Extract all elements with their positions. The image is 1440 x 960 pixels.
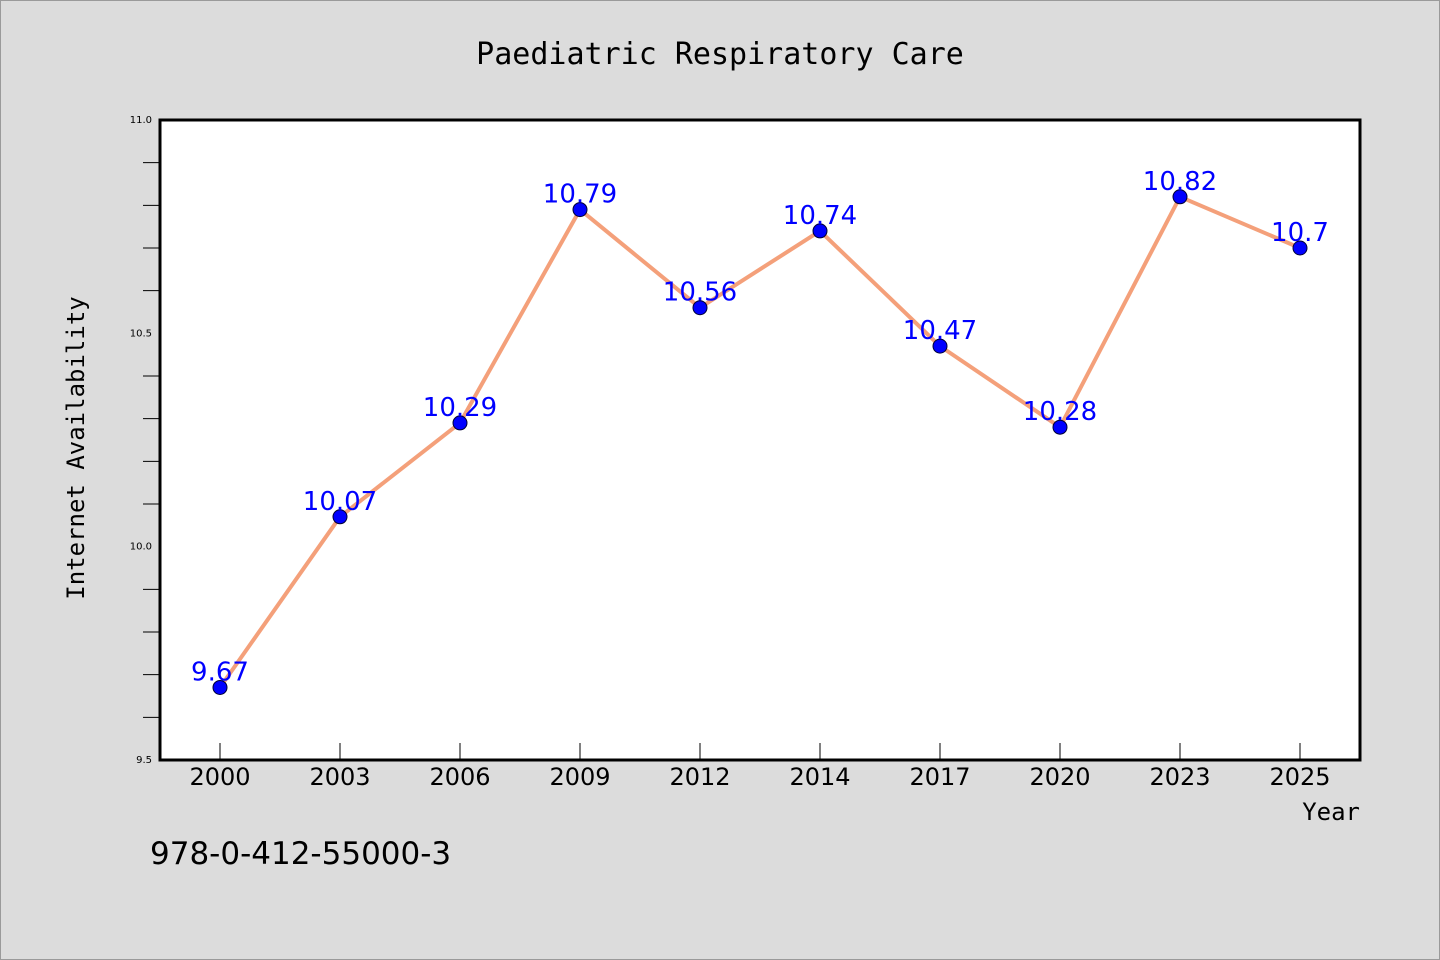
data-point — [572, 202, 588, 218]
x-axis-label: Year — [1302, 798, 1360, 826]
data-label: 10.28 — [1023, 397, 1097, 427]
y-axis-label: Internet Availability — [62, 296, 90, 599]
data-point — [932, 338, 948, 354]
y-tick-label: 11.0 — [130, 115, 152, 126]
x-tick-label: 2017 — [909, 763, 970, 791]
data-series: 9.67 10.07 10.29 10.79 10.56 10.74 10.47 10.28 1… — [191, 167, 1329, 695]
x-axis: 2000 2003 2006 2009 2012 2014 2017 2020 2023 2025 — [189, 743, 1331, 791]
isbn-code: 978-0-412-55000-3 — [150, 836, 451, 872]
data-point — [1052, 419, 1068, 435]
x-tick-label: 2020 — [1029, 763, 1090, 791]
data-label: 10.7 — [1271, 218, 1329, 248]
x-tick-label: 2009 — [549, 763, 610, 791]
x-tick-label: 2000 — [189, 763, 250, 791]
y-tick-label: 9.5 — [136, 755, 152, 766]
x-tick-label: 2023 — [1149, 763, 1210, 791]
x-tick-label: 2003 — [309, 763, 370, 791]
chart-title: Paediatric Respiratory Care — [476, 37, 964, 72]
data-point — [692, 300, 708, 316]
data-label: 10.56 — [663, 278, 737, 308]
data-point — [1172, 189, 1188, 205]
data-point — [1292, 240, 1308, 256]
data-point — [332, 509, 348, 525]
data-label: 10.82 — [1143, 167, 1217, 197]
series-line — [218, 194, 1302, 690]
data-label: 10.47 — [903, 316, 977, 346]
data-point — [212, 679, 228, 695]
x-tick-label: 2014 — [789, 763, 850, 791]
data-label: 9.67 — [191, 657, 249, 687]
data-point — [452, 415, 468, 431]
y-tick-label: 10.5 — [130, 328, 152, 339]
x-tick-label: 2006 — [429, 763, 490, 791]
data-point — [812, 223, 828, 239]
data-label: 10.07 — [303, 487, 377, 517]
y-axis: 9.5 10.0 10.5 11.0 — [130, 115, 160, 766]
x-tick-label: 2012 — [669, 763, 730, 791]
plot-area — [158, 118, 1362, 762]
x-tick-label: 2025 — [1269, 763, 1330, 791]
data-label: 10.79 — [543, 180, 617, 210]
y-tick-label: 10.0 — [130, 542, 152, 553]
data-label: 10.29 — [423, 393, 497, 423]
data-label: 10.74 — [783, 201, 857, 231]
